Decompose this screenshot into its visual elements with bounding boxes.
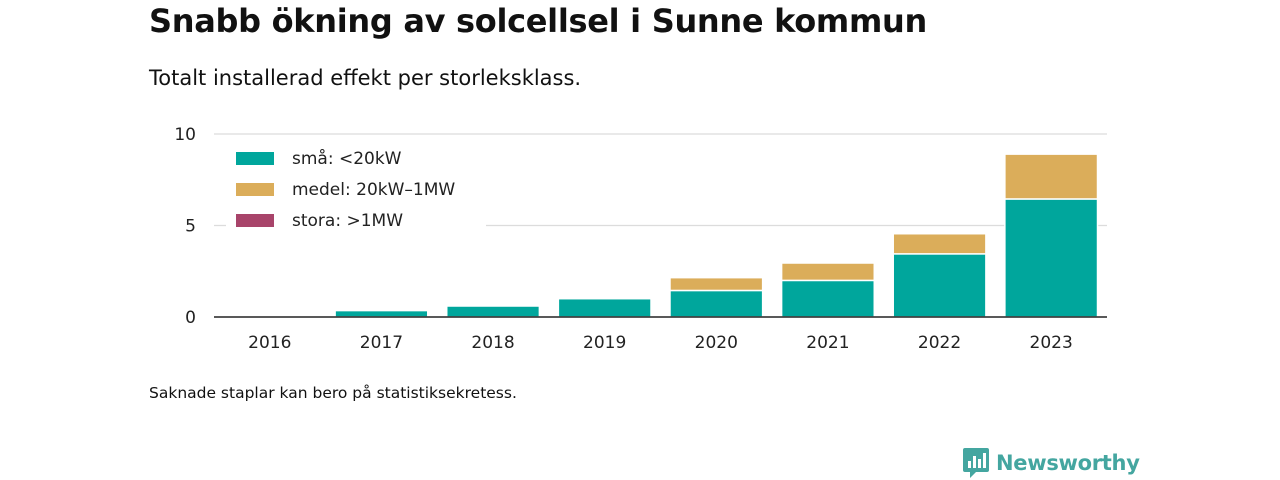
legend: små: <20kW medel: 20kW–1MW stora: >1MW <box>226 146 486 234</box>
y-axis-ticks: 0 5 10 <box>174 125 196 328</box>
bar-segment <box>1004 153 1099 200</box>
y-tick-label: 5 <box>185 217 196 237</box>
legend-swatch <box>236 214 274 227</box>
newsworthy-logo: Newsworthy <box>962 447 1140 479</box>
x-tick-label: 2018 <box>471 333 514 353</box>
legend-swatch <box>236 152 274 165</box>
bar-segment <box>892 232 987 255</box>
x-tick-label: 2017 <box>360 333 403 353</box>
legend-swatch <box>236 183 274 196</box>
x-tick-label: 2016 <box>248 333 291 353</box>
brand-name: Newsworthy <box>996 451 1140 475</box>
x-tick-label: 2019 <box>583 333 626 353</box>
newsworthy-chart-icon <box>963 448 989 478</box>
bars <box>334 153 1099 318</box>
x-axis-ticks: 2016 2017 2018 2019 2020 2021 2022 2023 <box>248 333 1073 353</box>
chart-title: Snabb ökning av solcellsel i Sunne kommu… <box>149 2 927 40</box>
y-tick-label: 0 <box>185 308 196 328</box>
legend-label: små: <20kW <box>292 148 402 169</box>
bar-segment <box>780 279 876 318</box>
legend-label: medel: 20kW–1MW <box>292 180 455 200</box>
chart-subtitle: Totalt installerad effekt per storlekskl… <box>149 66 582 90</box>
x-tick-label: 2021 <box>806 333 849 353</box>
bar-segment <box>334 309 429 318</box>
bar-segment <box>669 276 764 292</box>
bar-segment <box>557 297 652 318</box>
bar-segment <box>892 253 987 318</box>
legend-label: stora: >1MW <box>292 211 403 231</box>
footnote: Saknade staplar kan bero på statistiksek… <box>149 384 517 402</box>
x-tick-label: 2023 <box>1030 333 1073 353</box>
bar-segment <box>1004 198 1099 318</box>
x-tick-label: 2020 <box>695 333 738 353</box>
bar-chart: 0 5 10 2016 2017 2018 2019 2020 2021 2022 2023 sm… <box>174 125 1107 353</box>
y-tick-label: 10 <box>174 125 196 145</box>
bar-segment <box>780 262 876 282</box>
x-tick-label: 2022 <box>918 333 961 353</box>
bar-segment <box>669 289 764 318</box>
bar-segment <box>445 305 541 318</box>
